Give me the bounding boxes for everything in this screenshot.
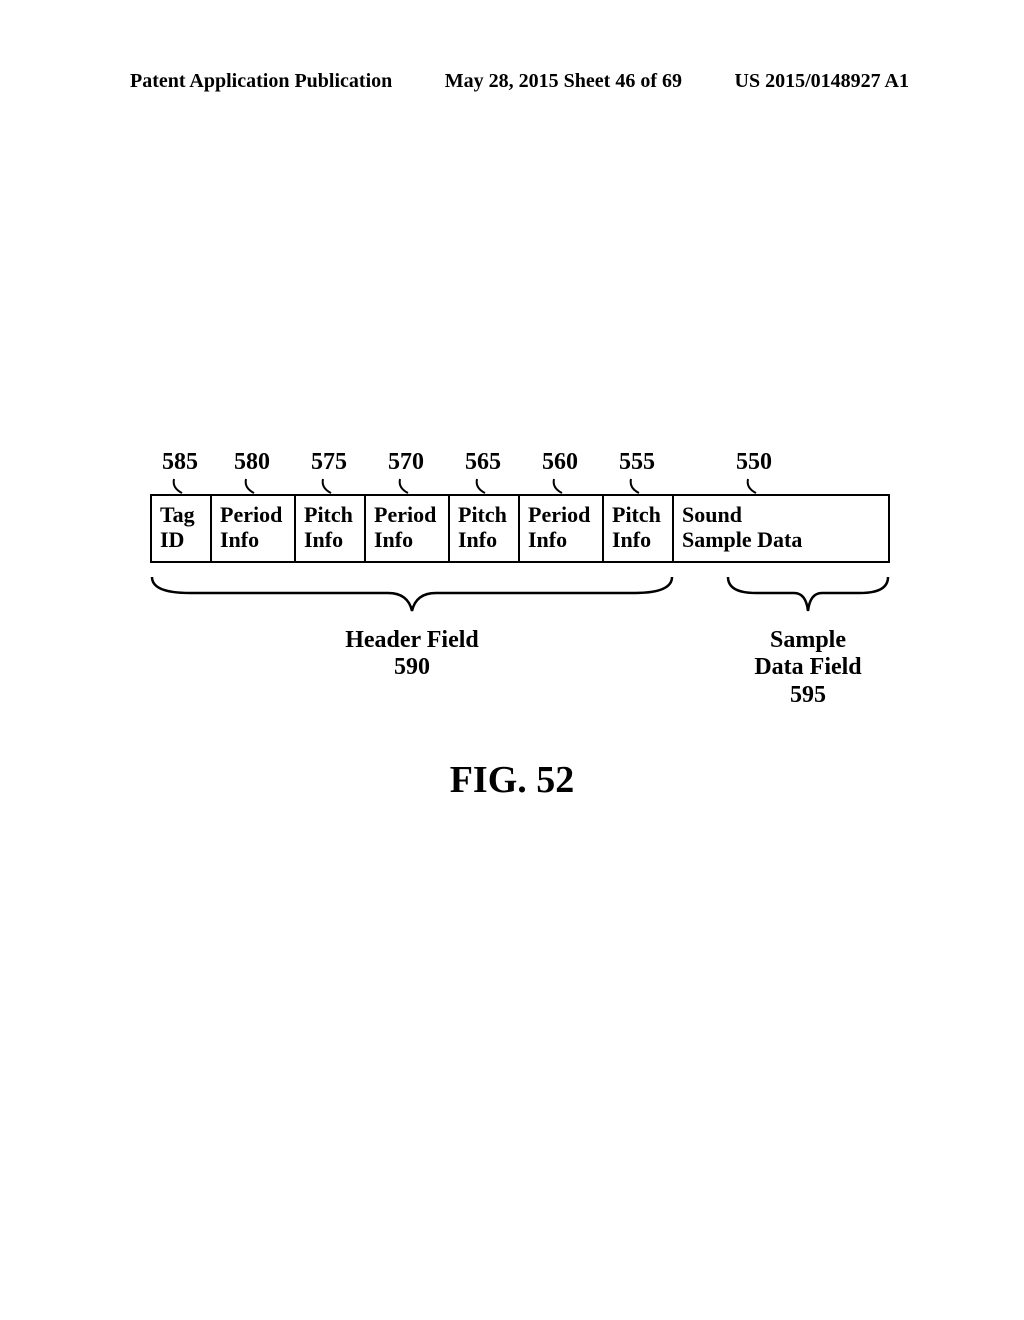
field-cell-period-info: Period Info [212, 496, 296, 561]
ref-cell: 560 [518, 450, 602, 494]
ref-number: 575 [311, 450, 347, 474]
lead-line-icon [744, 478, 764, 494]
ref-number: 580 [234, 450, 270, 474]
lead-line-icon [170, 478, 190, 494]
lead-line-icon [473, 478, 493, 494]
header-middle: May 28, 2015 Sheet 46 of 69 [445, 70, 682, 93]
lead-line-icon [627, 478, 647, 494]
ref-cell: 570 [364, 450, 448, 494]
ref-number: 555 [619, 450, 655, 474]
header-right: US 2015/0148927 A1 [735, 70, 909, 93]
lead-line-icon [242, 478, 262, 494]
field-cell-pitch-info: Pitch Info [604, 496, 674, 561]
header-left: Patent Application Publication [130, 70, 392, 93]
header-field-label: Header Field 590 [150, 627, 674, 682]
ref-number: 560 [542, 450, 578, 474]
ref-number: 585 [162, 450, 198, 474]
reference-numbers-row: 585 580 575 570 [150, 450, 890, 494]
field-cell-sound-sample: Sound Sample Data [674, 496, 838, 561]
brace-icon [150, 575, 674, 615]
ref-cell: 555 [602, 450, 672, 494]
field-cell-tag-id: Tag ID [152, 496, 212, 561]
page-header: Patent Application Publication May 28, 2… [130, 70, 909, 93]
field-cell-pitch-info: Pitch Info [450, 496, 520, 561]
sample-data-field-label: Sample Data Field 595 [726, 627, 890, 710]
figure-caption: FIG. 52 [0, 758, 1024, 802]
field-cell-pitch-info: Pitch Info [296, 496, 366, 561]
ref-cell: 575 [294, 450, 364, 494]
ref-number: 570 [388, 450, 424, 474]
lead-line-icon [396, 478, 416, 494]
lead-line-icon [550, 478, 570, 494]
page: Patent Application Publication May 28, 2… [0, 0, 1024, 1320]
figure-diagram: 585 580 575 570 [150, 450, 890, 627]
ref-number: 565 [465, 450, 501, 474]
brace-row [150, 575, 890, 625]
ref-number: 550 [736, 450, 772, 474]
ref-cell: 565 [448, 450, 518, 494]
lead-line-icon [319, 478, 339, 494]
data-structure-row: Tag ID Period Info Pitch Info Period Inf… [150, 494, 890, 563]
ref-cell: 585 [150, 450, 210, 494]
ref-cell: 580 [210, 450, 294, 494]
field-cell-period-info: Period Info [366, 496, 450, 561]
field-cell-period-info: Period Info [520, 496, 604, 561]
ref-cell: 550 [672, 450, 836, 494]
brace-icon [726, 575, 890, 615]
